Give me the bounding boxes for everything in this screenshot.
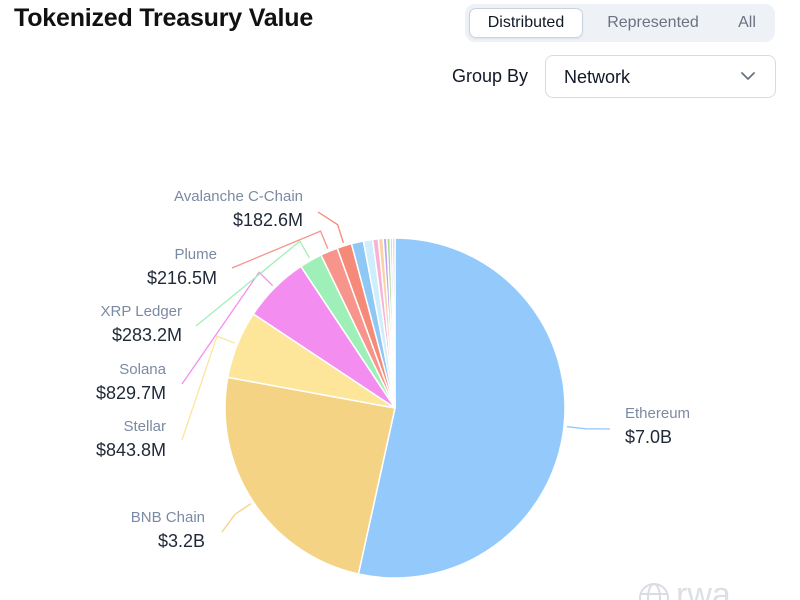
watermark: rwa (639, 578, 731, 600)
slice-label-name: Stellar (123, 418, 166, 435)
slice-label-value: $843.8M (96, 440, 166, 460)
group-by-value: Network (564, 67, 631, 87)
pie-slice-ethereum[interactable] (357, 237, 566, 579)
slice-label-name: Plume (174, 246, 217, 263)
page-title: Tokenized Treasury Value (14, 4, 314, 32)
slice-label-value: $283.2M (112, 325, 182, 345)
group-by-label: Group By (452, 66, 529, 86)
slice-label-value: $216.5M (147, 268, 217, 288)
view-mode-toggle: Distributed Represented All (465, 4, 775, 42)
slice-label-name: BNB Chain (131, 509, 205, 526)
slice-label-value: $3.2B (158, 531, 205, 551)
pie-slice-14[interactable] (391, 237, 396, 409)
tab-distributed[interactable]: Distributed (469, 8, 583, 38)
group-by-select[interactable]: Network (545, 55, 776, 98)
slice-label-value: $829.7M (96, 383, 166, 403)
slice-label-name: Ethereum (625, 405, 690, 422)
slice-label-value: $182.6M (233, 210, 303, 230)
chevron-down-icon (741, 72, 755, 80)
slice-label-name: XRP Ledger (101, 303, 182, 320)
leader-line (221, 503, 252, 533)
leader-line (195, 240, 310, 327)
leader-line (181, 335, 235, 441)
leader-line (231, 230, 329, 269)
tab-all[interactable]: All (738, 14, 756, 31)
leader-line (566, 426, 611, 430)
leader-line (181, 271, 274, 385)
slice-label-name: Solana (119, 361, 166, 378)
tab-represented[interactable]: Represented (607, 14, 699, 31)
slice-label-value: $7.0B (625, 427, 672, 447)
pie-slice-bnb-chain[interactable] (224, 376, 396, 575)
slice-label-name: Avalanche C-Chain (174, 188, 303, 205)
leader-line (317, 211, 345, 244)
watermark-text: rwa (676, 578, 731, 600)
globe-icon (639, 583, 669, 600)
